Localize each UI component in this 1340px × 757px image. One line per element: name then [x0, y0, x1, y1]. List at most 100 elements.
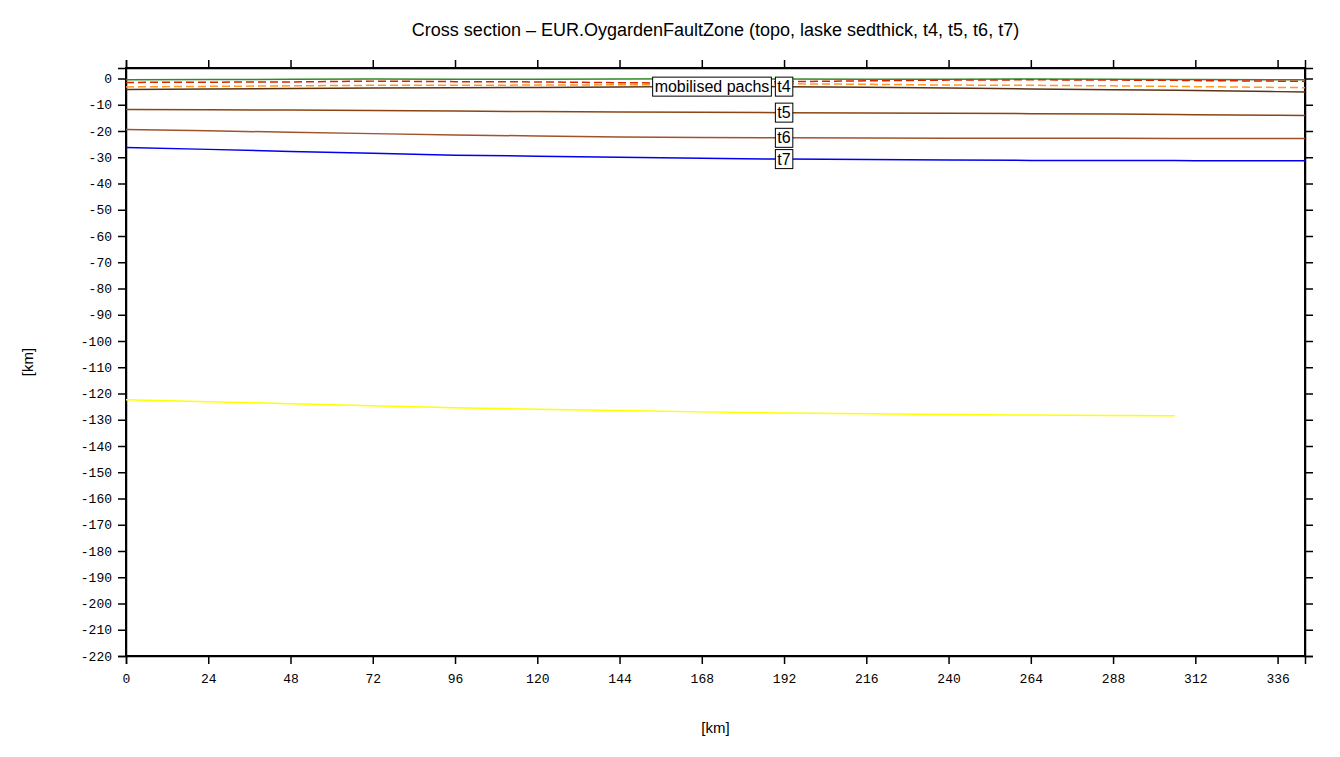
y-axis-tick: -190	[81, 571, 126, 586]
y-axis-right-tick-mark	[1305, 262, 1313, 264]
x-axis-line	[127, 657, 1306, 665]
x-axis-top-tick-mark	[784, 60, 786, 68]
series-lines	[126, 79, 1305, 416]
x-axis-tick-mark	[455, 656, 457, 664]
x-axis-tick-label: 24	[201, 672, 217, 687]
series-line	[126, 129, 1305, 138]
x-axis-tick-label: 264	[1020, 672, 1044, 687]
x-axis-tick-mark	[1277, 656, 1279, 664]
y-axis-tick: 0	[104, 72, 126, 87]
x-axis-top-tick	[1278, 60, 1279, 68]
x-axis-top-tick	[620, 60, 621, 68]
x-axis-tick-label: 216	[855, 672, 878, 687]
x-axis-top-tick-mark	[537, 60, 539, 68]
x-axis-top-tick	[1031, 60, 1032, 68]
y-axis-tick: -60	[89, 230, 126, 245]
y-axis-tick-label: -180	[81, 545, 112, 560]
x-axis-tick-label: 72	[365, 672, 381, 687]
y-axis-tick-label: -130	[81, 413, 112, 428]
y-axis-tick-label: -140	[81, 440, 112, 455]
y-axis-tick-mark	[118, 525, 126, 527]
x-axis-title: [km]	[701, 719, 729, 736]
y-axis-tick-mark	[118, 288, 126, 290]
y-axis-tick: -30	[89, 151, 126, 166]
y-axis-right-tick	[1305, 210, 1313, 211]
y-axis-tick-label: -10	[89, 98, 112, 113]
x-axis-tick-mark	[1113, 656, 1115, 664]
y-axis-tick-label: -200	[81, 597, 112, 612]
x-axis-top-tick	[949, 60, 950, 68]
annotation-box: mobilised pachs	[653, 77, 772, 96]
x-axis-tick-label: 96	[448, 672, 464, 687]
y-axis-tick: -120	[81, 387, 126, 402]
y-axis-tick-label: -50	[89, 203, 112, 218]
x-axis-top-tick-mark	[619, 60, 621, 68]
y-axis-tick-mark	[118, 420, 126, 422]
series-label-frame	[775, 103, 792, 122]
y-axis-right-tick-mark	[1305, 446, 1313, 448]
y-axis-right-tick-mark	[1305, 603, 1313, 605]
y-axis-tick: -50	[89, 203, 126, 218]
y-axis-tick-label: -30	[89, 151, 112, 166]
y-axis-tick-mark	[118, 472, 126, 474]
x-axis-tick-mark	[373, 656, 375, 664]
y-axis-right-tick-mark	[1305, 105, 1313, 107]
y-axis-tick-label: -220	[81, 650, 112, 665]
y-axis-tick-label: -80	[89, 282, 112, 297]
series-label-frame	[775, 77, 792, 96]
y-axis-tick-mark	[118, 131, 126, 133]
series-label-box: t4	[775, 77, 792, 96]
x-axis-tick-label: 168	[691, 672, 714, 687]
x-axis-tick-label: 144	[608, 672, 632, 687]
series-label-frame	[775, 128, 792, 147]
x-axis-tick: 120	[526, 656, 549, 687]
y-axis-tick: -170	[81, 518, 126, 533]
x-axis-top-tick-mark	[1113, 60, 1115, 68]
y-axis-right-tick	[1305, 157, 1313, 158]
y-axis-right-tick	[1305, 367, 1313, 368]
x-axis-tick-label: 192	[773, 672, 796, 687]
y-axis-tick: -80	[89, 282, 126, 297]
x-axis-tick-label: 336	[1266, 672, 1289, 687]
y-axis-tick-mark	[118, 630, 126, 632]
x-axis-tick-mark	[619, 656, 621, 664]
y-axis-tick-mark	[118, 498, 126, 500]
x-axis-top-tick	[1113, 60, 1114, 68]
x-axis-top-tick-mark	[455, 60, 457, 68]
x-axis-top-tick-mark	[1031, 60, 1033, 68]
x-axis-tick-mark	[1195, 656, 1197, 664]
y-axis-right-tick	[1305, 105, 1313, 106]
y-axis-tick-label: -40	[89, 177, 112, 192]
x-axis-tick: 336	[1266, 656, 1289, 687]
series-line	[126, 109, 1305, 115]
y-axis-right-tick-mark	[1305, 498, 1313, 500]
x-axis-tick: 240	[937, 656, 960, 687]
x-axis-top-tick	[208, 60, 209, 68]
y-axis-tick-mark	[118, 183, 126, 185]
y-axis-tick-mark	[118, 367, 126, 369]
chart-container: 0244872961201441681922162402642883123360…	[0, 0, 1340, 757]
series-label: t5	[777, 104, 790, 121]
y-axis-tick-mark	[118, 210, 126, 212]
y-axis-tick: -180	[81, 545, 126, 560]
chart-title: Cross section – EUR.OygardenFaultZone (t…	[412, 20, 1019, 40]
x-axis-tick: 96	[448, 656, 464, 687]
x-axis-top-tick	[702, 60, 703, 68]
y-axis-tick-mark	[118, 446, 126, 448]
y-axis-right-tick-mark	[1305, 630, 1313, 632]
series-label-box: t5	[775, 103, 792, 122]
x-axis-tick: 144	[608, 656, 632, 687]
y-axis-tick-mark	[118, 341, 126, 343]
y-axis-right-tick	[1305, 630, 1313, 631]
y-axis: 0-10-20-30-40-50-60-70-80-90-100-110-120…	[81, 69, 127, 665]
y-axis-right-tick	[1305, 289, 1313, 290]
y-axis-right-tick	[1305, 446, 1313, 447]
y-axis-right-tick-mark	[1305, 210, 1313, 212]
y-axis-right-tick	[1305, 656, 1313, 657]
y-axis-right-tick	[1305, 394, 1313, 395]
y-axis-tick: -210	[81, 623, 126, 638]
x-axis-top-tick	[866, 60, 867, 68]
x-axis-tick: 312	[1184, 656, 1207, 687]
y-axis-right-tick	[1305, 262, 1313, 263]
y-axis-tick-mark	[118, 105, 126, 107]
